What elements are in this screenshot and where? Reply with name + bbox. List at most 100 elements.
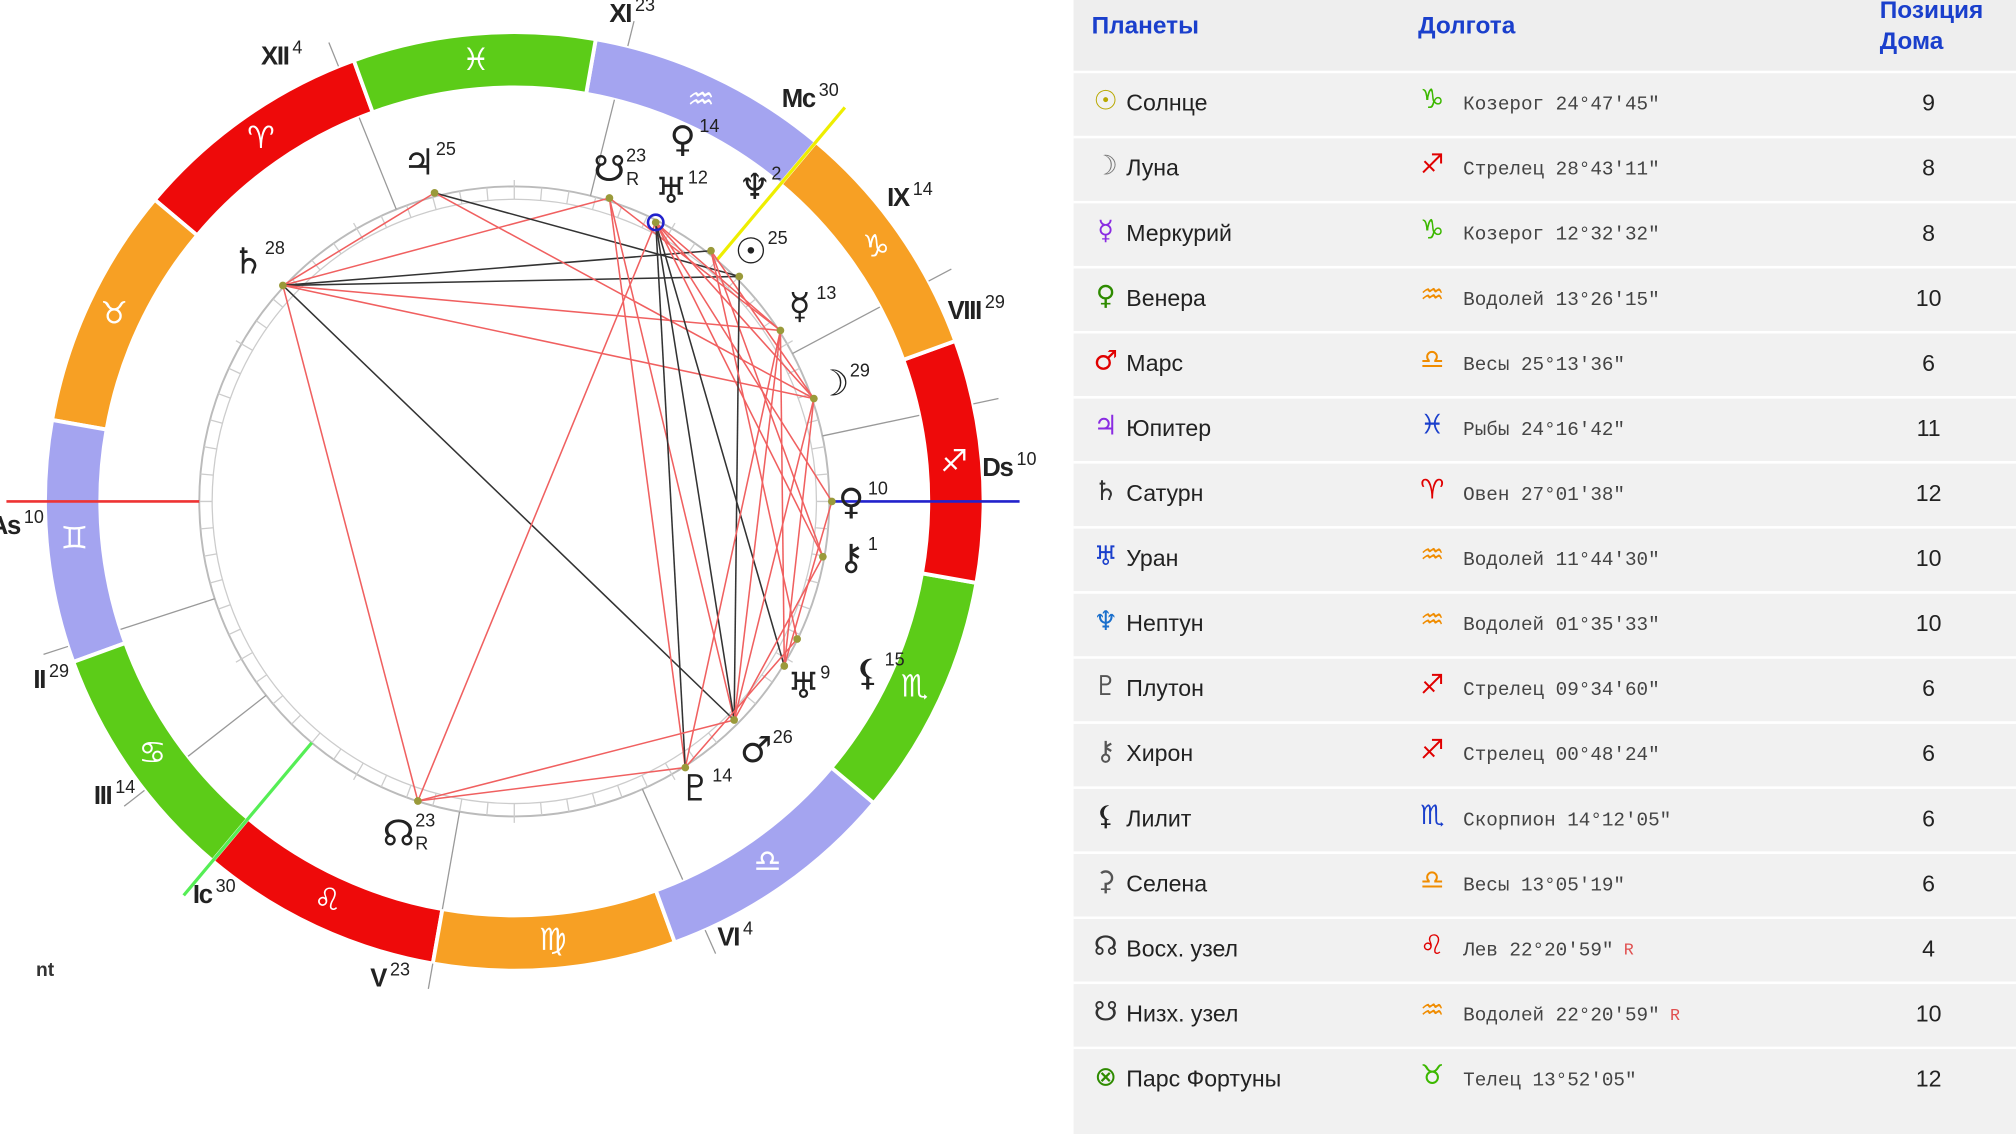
zodiac-glyph: ♉︎: [100, 295, 128, 331]
aspect-line: [655, 222, 833, 502]
zodiac-glyph: ♐︎: [940, 443, 968, 479]
planet-glyph: ☿: [789, 287, 811, 328]
planet-retro: R: [415, 833, 428, 853]
planet-name: Сатурн: [1126, 480, 1203, 506]
sign-glyph: ♒︎: [1420, 995, 1444, 1026]
planet-point: [414, 797, 422, 805]
degree-tick: [486, 187, 489, 201]
planet-glyph: ♃: [403, 143, 435, 184]
degree-tick: [209, 419, 223, 424]
house-cusp: [792, 306, 881, 355]
planet-glyph: ♄: [1094, 476, 1118, 507]
planet-degree: 2: [771, 164, 781, 184]
house-cusp: [328, 42, 340, 67]
zodiac-glyph: ♎︎: [754, 844, 782, 880]
planet-glyph: ♅: [1094, 541, 1118, 572]
house-degree: 4: [292, 38, 302, 58]
zodiac-glyph: ♊︎: [60, 520, 88, 556]
degree-tick: [539, 802, 543, 816]
planet-glyph: ♀: [1096, 281, 1116, 312]
planet-degree: 13: [816, 283, 836, 303]
aspect-line: [654, 222, 687, 768]
aspect-line: [434, 192, 740, 278]
planet-name: Луна: [1126, 155, 1179, 181]
house-cusp: [441, 811, 461, 910]
sign-glyph: ♈︎: [1420, 475, 1444, 506]
sign-glyph: ♒︎: [1420, 605, 1444, 636]
planet-degree: 26: [773, 727, 793, 747]
zodiac-segment: [351, 30, 599, 115]
aspect-line: [733, 398, 815, 721]
planet-glyph: ☽: [1094, 151, 1118, 182]
zodiac-glyph: ♓︎: [462, 42, 490, 78]
degree-tick: [591, 793, 597, 806]
longitude: Водолей 11°44'30": [1463, 549, 1660, 571]
table-background: [1073, 0, 2016, 1134]
longitude: Стрелец 00°48'24": [1463, 744, 1660, 766]
degree-tick: [458, 191, 463, 204]
planet-glyph: ⚳: [1096, 866, 1116, 897]
sign-glyph: ♎︎: [1420, 865, 1444, 896]
zodiac-glyph: ♒︎: [687, 82, 715, 118]
house-degree: 10: [24, 507, 44, 527]
degree-tick: [200, 473, 214, 476]
planet-glyph: ⊗: [1094, 1061, 1117, 1092]
degree-tick: [761, 674, 773, 683]
house-label: V: [370, 965, 387, 993]
aspect-line: [684, 330, 782, 768]
sign-glyph: ♓︎: [1420, 409, 1444, 440]
zodiac-glyph: ♈︎: [247, 120, 275, 156]
planet-glyph: ☿: [1097, 216, 1114, 247]
planet-glyph: ♃: [1094, 411, 1118, 442]
house-cusp: [187, 694, 267, 757]
zodiac-glyph: ♌︎: [314, 882, 342, 918]
table-header-background: [1073, 0, 2016, 71]
house-degree: 29: [985, 292, 1005, 312]
degree-tick: [235, 651, 253, 663]
longitude: Овен 27°01'38": [1463, 484, 1625, 506]
planet-retro: R: [626, 169, 639, 189]
planet-degree: 25: [436, 139, 456, 159]
degree-tick: [664, 762, 676, 781]
degree-tick: [591, 196, 597, 210]
planet-degree: 1: [868, 534, 878, 554]
sign-glyph: ♏︎: [1420, 800, 1444, 831]
degree-tick: [405, 785, 412, 798]
degree-tick: [311, 732, 321, 744]
degree-tick: [380, 774, 388, 788]
degree-tick: [255, 674, 268, 683]
house-label: III: [94, 782, 112, 810]
degree-tick: [203, 446, 217, 450]
planet-name: Лилит: [1126, 805, 1192, 831]
planet-name: Парс Фортуны: [1126, 1065, 1281, 1091]
sign-glyph: ♐︎: [1420, 670, 1444, 701]
planet-point: [651, 218, 660, 227]
aspect-line: [783, 398, 815, 667]
degree-tick: [708, 732, 718, 744]
longitude: Водолей 13°26'15": [1463, 289, 1660, 311]
header-longitude: Долгота: [1418, 12, 1516, 39]
sign-glyph: ♐︎: [1420, 735, 1444, 766]
aspect-line: [654, 222, 786, 667]
planet-point: [828, 497, 836, 506]
planet-glyph: ♅: [655, 171, 687, 212]
house-number: 10: [1916, 1000, 1942, 1026]
planet-glyph: ☉: [1094, 85, 1118, 116]
degree-tick: [405, 205, 412, 218]
house-degree: 29: [49, 661, 69, 681]
house-cusp: [589, 99, 616, 196]
house-cusp: [427, 963, 434, 990]
house-cusp: [627, 20, 635, 47]
planet-degree: 15: [885, 650, 905, 670]
degree-tick: [811, 446, 825, 450]
house-label: XI: [609, 0, 631, 28]
house-label: IX: [887, 184, 910, 212]
header-house: Дома: [1880, 28, 1944, 55]
planet-point: [605, 194, 614, 202]
house-cusp: [358, 117, 397, 210]
longitude: Лев 22°20'59": [1462, 939, 1613, 961]
house-label: As: [0, 512, 21, 540]
planet-glyph: ☽: [817, 364, 849, 405]
